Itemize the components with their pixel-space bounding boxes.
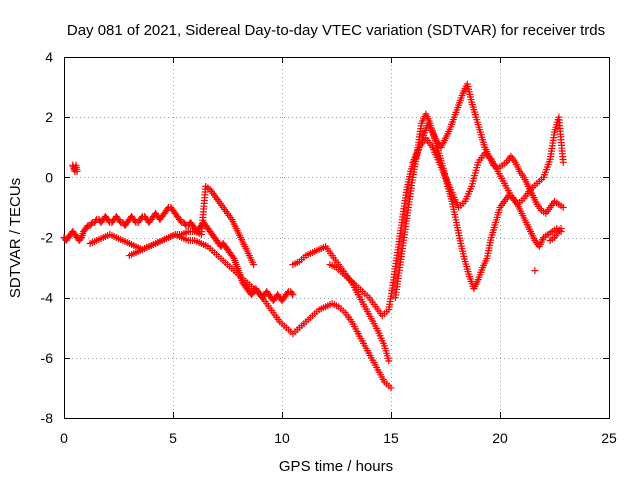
y-tick-label: -8 bbox=[41, 410, 54, 426]
data-point bbox=[387, 384, 395, 392]
data-point bbox=[229, 253, 237, 261]
series-isolated bbox=[69, 161, 565, 275]
y-tick-label: 4 bbox=[45, 49, 53, 65]
series-track-f bbox=[391, 110, 565, 302]
data-point bbox=[559, 203, 567, 211]
series-track-d bbox=[289, 243, 393, 365]
series-track-g bbox=[409, 113, 567, 211]
data-point bbox=[288, 289, 296, 297]
x-tick-label: 10 bbox=[274, 430, 290, 446]
chart-title: Day 081 of 2021, Sidereal Day-to-day VTE… bbox=[67, 22, 605, 39]
y-tick-label: -6 bbox=[41, 350, 54, 366]
data-point bbox=[531, 267, 539, 275]
data-point bbox=[385, 357, 393, 365]
series-track-c bbox=[125, 182, 258, 269]
x-tick-label: 0 bbox=[60, 430, 68, 446]
x-tick-label: 20 bbox=[492, 430, 508, 446]
data-point bbox=[116, 217, 124, 225]
data-point bbox=[559, 158, 567, 166]
tick-labels: 0 5 10 15 20 25 -8 -6 -4 -2 0 2 4 bbox=[41, 49, 617, 446]
data-point bbox=[250, 261, 258, 269]
data-point bbox=[177, 217, 185, 225]
data-point bbox=[289, 291, 297, 299]
data-points bbox=[60, 80, 567, 392]
y-tick-label: 2 bbox=[45, 109, 53, 125]
series-track-b bbox=[86, 230, 395, 392]
y-tick-label: -2 bbox=[41, 230, 54, 246]
x-axis-label: GPS time / hours bbox=[279, 458, 393, 475]
series-track-e bbox=[326, 80, 567, 320]
y-tick-label: 0 bbox=[45, 169, 53, 185]
data-point bbox=[557, 224, 565, 232]
x-tick-label: 5 bbox=[169, 430, 177, 446]
y-tick-label: -4 bbox=[41, 290, 54, 306]
data-point bbox=[87, 220, 95, 228]
data-point bbox=[76, 235, 84, 243]
axis-ticks bbox=[64, 57, 610, 419]
grid bbox=[64, 57, 609, 418]
x-tick-label: 25 bbox=[601, 430, 617, 446]
x-tick-label: 15 bbox=[383, 430, 399, 446]
data-point bbox=[73, 167, 81, 175]
series-track-a bbox=[60, 203, 297, 305]
y-axis-label: SDTVAR / TECUs bbox=[7, 178, 24, 298]
data-point bbox=[83, 223, 91, 231]
